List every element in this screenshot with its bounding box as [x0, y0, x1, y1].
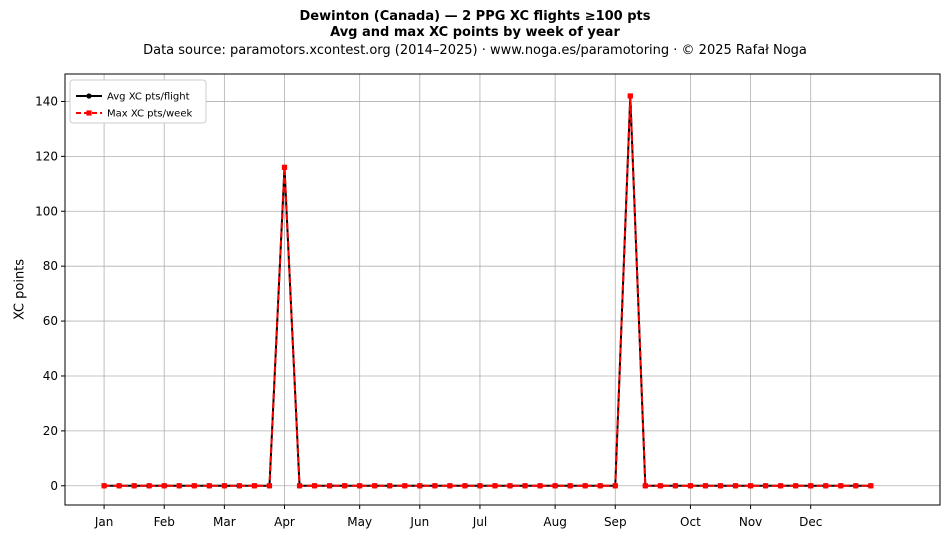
data-point-max [567, 483, 573, 489]
data-point-max [627, 93, 633, 99]
data-point-max [266, 483, 273, 489]
y-tick-label: 140 [35, 94, 58, 108]
x-tick-label: Jul [472, 515, 487, 529]
data-point-max [492, 483, 498, 489]
data-point-max [432, 483, 438, 489]
legend-box [69, 79, 207, 124]
data-point-max [687, 483, 694, 489]
grid-lines [65, 74, 940, 505]
data-point-max [296, 483, 303, 489]
chart-subtitle: Avg and max XC points by week of year [330, 25, 620, 40]
data-point-max [778, 483, 784, 489]
plot-lines [101, 93, 874, 489]
data-point-max [612, 483, 618, 489]
data-point-max [402, 483, 408, 489]
y-axis-label: XC points [13, 259, 28, 320]
series-line-max [104, 94, 871, 487]
data-point-max [176, 483, 182, 489]
data-point-max [868, 483, 874, 489]
x-tick-label: Oct [680, 515, 701, 529]
data-point-max [477, 483, 483, 489]
data-point-max [507, 483, 513, 489]
x-tick-label: Mar [213, 515, 236, 529]
data-point-max [642, 483, 648, 489]
data-point-max [702, 483, 709, 489]
x-tick-label: May [347, 515, 372, 529]
legend-marker [86, 93, 92, 99]
data-point-max [236, 483, 242, 489]
data-point-max [116, 483, 122, 489]
data-point-max [372, 483, 378, 489]
data-point-max [387, 483, 393, 489]
data-point-max [732, 483, 739, 489]
data-point-max [417, 483, 423, 489]
x-tick-label: Aug [543, 515, 566, 529]
data-point-max [101, 483, 107, 489]
y-tick-label: 80 [43, 259, 58, 273]
x-tick-label: Sep [604, 515, 627, 529]
y-tick-label: 100 [35, 204, 58, 218]
data-point-max [161, 483, 167, 489]
data-point-max [131, 483, 137, 489]
data-point-max [763, 483, 769, 489]
data-point-max [357, 483, 363, 489]
data-point-max [853, 483, 859, 489]
data-source-note: Data source: paramotors.xcontest.org (20… [143, 43, 807, 58]
data-point-max [793, 483, 799, 489]
data-point-max [462, 483, 468, 489]
x-tick-label: Dec [799, 515, 822, 529]
y-tick-label: 40 [43, 369, 58, 383]
data-point-max [597, 483, 603, 489]
y-tick-label: 60 [43, 314, 58, 328]
series-line-avg [104, 94, 871, 487]
legend-marker [86, 110, 92, 116]
data-point-max [221, 483, 227, 489]
data-point-max [582, 483, 588, 489]
data-point-max [311, 483, 318, 489]
legend-label: Avg XC pts/flight [107, 92, 190, 103]
data-point-max [251, 483, 258, 489]
chart-title: Dewinton (Canada) — 2 PPG XC flights ≥10… [299, 9, 651, 24]
x-tick-label: Jun [409, 515, 429, 529]
data-point-max [657, 483, 663, 489]
x-axis-ticks: Jan Feb Mar Apr May Jun Jul Aug Sep Oct Nov Dec [94, 505, 822, 529]
data-point-max [281, 164, 288, 170]
data-point-max [191, 483, 197, 489]
x-tick-label: Feb [154, 515, 175, 529]
data-point-max [537, 483, 543, 489]
data-point-max [447, 483, 453, 489]
y-tick-label: 0 [50, 479, 58, 493]
data-point-max [206, 483, 212, 489]
x-tick-label: Jan [94, 515, 114, 529]
data-point-max [522, 483, 528, 489]
x-tick-label: Nov [739, 515, 762, 529]
data-point-max [327, 483, 333, 489]
data-point-max [823, 483, 829, 489]
data-point-max [552, 483, 558, 489]
data-point-max [342, 483, 348, 489]
plot-frame [64, 73, 941, 506]
x-tick-label: Apr [274, 515, 295, 529]
legend-label: Max XC pts/week [107, 109, 192, 120]
data-point-max [146, 483, 152, 489]
data-point-max [672, 483, 678, 489]
y-tick-label: 120 [35, 149, 58, 163]
y-tick-label: 20 [43, 424, 58, 438]
data-point-max [808, 483, 814, 489]
y-axis-ticks: 0 20 40 60 80 100 120 140 [35, 94, 65, 493]
legend: Avg XC pts/flight Max XC pts/week [69, 79, 207, 124]
data-point-max [717, 483, 724, 489]
data-point-max [747, 483, 754, 489]
data-point-max [838, 483, 844, 489]
